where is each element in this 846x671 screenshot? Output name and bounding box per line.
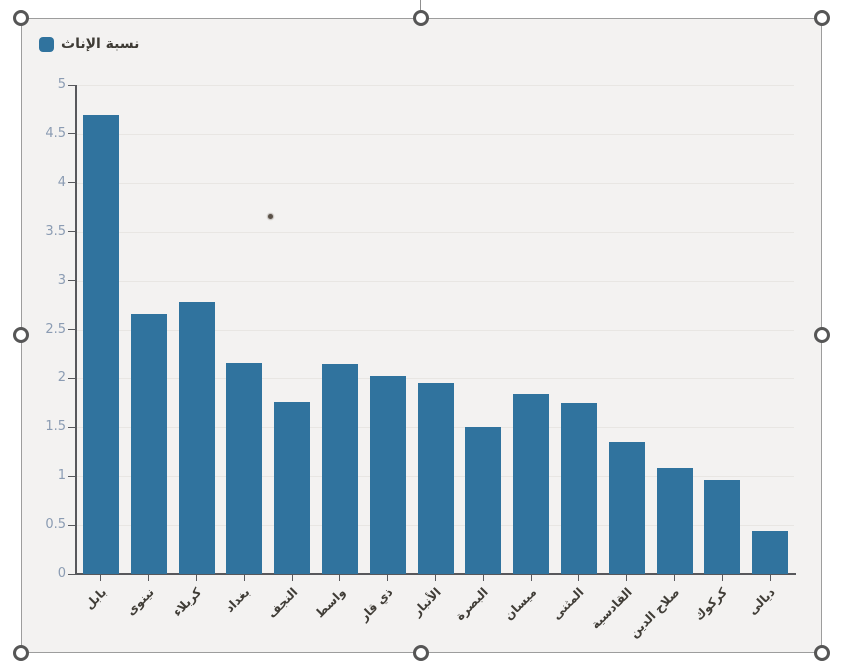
gridline [77, 182, 794, 184]
x-tick [100, 575, 102, 581]
x-category-label: واسط [312, 585, 348, 621]
bar[interactable] [417, 383, 454, 574]
x-category-label: البصرة [453, 585, 492, 624]
x-tick [578, 575, 580, 581]
x-category-label: ذي قار [356, 585, 396, 624]
x-tick [196, 575, 197, 581]
selection-handle-bottom-center[interactable] [413, 645, 429, 661]
bar[interactable] [130, 313, 167, 574]
bar[interactable] [82, 115, 119, 574]
bar[interactable] [752, 530, 789, 574]
plot-area [77, 85, 794, 574]
bar[interactable] [704, 480, 741, 574]
legend-label: نسبة الإناث [61, 36, 140, 52]
x-tick [339, 575, 341, 581]
x-category-label: بغداد [222, 585, 253, 616]
x-category-label: ديالى [745, 585, 779, 618]
x-tick [530, 575, 532, 581]
x-category-label: الأنبار [409, 585, 444, 619]
y-tick-label: 0 [57, 566, 66, 581]
y-tick [68, 182, 75, 184]
y-tick [68, 475, 75, 477]
bar[interactable] [226, 362, 263, 574]
bar[interactable] [656, 468, 693, 574]
y-tick-label: 0.5 [45, 517, 66, 533]
y-axis-line [75, 85, 77, 575]
x-tick [291, 575, 293, 581]
bar[interactable] [608, 441, 645, 574]
selection-handle-bottom-right[interactable] [814, 645, 830, 661]
gridline [77, 329, 794, 331]
x-tick [482, 575, 484, 581]
x-tick [148, 575, 150, 581]
bar[interactable] [513, 394, 550, 574]
y-tick [68, 573, 75, 575]
x-category-label: النجف [264, 585, 301, 621]
bar[interactable] [369, 376, 406, 574]
y-tick [68, 231, 75, 233]
y-tick [68, 84, 75, 86]
y-tick-label: 2 [57, 370, 66, 386]
y-tick [68, 426, 75, 428]
y-tick-label: 3 [57, 272, 66, 288]
x-category-label: صلاح الدين [626, 585, 683, 641]
selection-handle-top-right[interactable] [814, 10, 830, 26]
y-tick-label: 5 [57, 77, 66, 92]
x-axis-line [75, 573, 796, 575]
selection-handle-bottom-left[interactable] [13, 645, 29, 661]
selection-handle-top-center[interactable] [413, 10, 429, 26]
x-category-label: القادسية [587, 585, 635, 632]
x-category-label: نينوى [123, 585, 157, 619]
y-tick [68, 133, 75, 135]
bar[interactable] [465, 427, 502, 574]
y-tick-label: 4.5 [45, 125, 66, 141]
x-category-label: المثنى [549, 585, 587, 623]
legend-swatch-icon [39, 36, 54, 52]
y-tick [68, 524, 75, 526]
gridline [77, 378, 794, 380]
bar[interactable] [274, 401, 311, 574]
x-category-label: كربلاء [170, 585, 205, 620]
selection-handle-top-left[interactable] [13, 10, 29, 26]
x-tick [721, 575, 723, 581]
x-tick [387, 575, 389, 581]
x-tick [674, 575, 675, 581]
y-tick-label: 1.5 [45, 419, 66, 435]
y-tick [68, 329, 75, 330]
gridline [77, 231, 794, 233]
y-tick [68, 280, 75, 282]
selection-handle-middle-right[interactable] [814, 327, 830, 343]
gridline [77, 280, 794, 282]
x-category-label: ميسان [501, 585, 540, 623]
x-tick [435, 575, 436, 581]
y-tick-label: 4 [57, 174, 66, 190]
gridline [77, 133, 794, 135]
x-tick [243, 575, 245, 581]
y-tick-label: 1 [57, 468, 66, 484]
x-category-label: كركوك [692, 585, 731, 624]
bar[interactable] [321, 363, 358, 574]
bar[interactable] [178, 302, 215, 574]
legend[interactable]: نسبة الإناث [39, 36, 139, 52]
y-tick [68, 377, 75, 379]
bar[interactable] [560, 402, 597, 574]
x-tick [769, 575, 771, 581]
cursor-dot [268, 214, 273, 219]
gridline [77, 85, 794, 86]
selection-handle-middle-left[interactable] [13, 327, 29, 343]
y-tick-label: 2.5 [45, 321, 66, 337]
y-tick-label: 3.5 [45, 223, 66, 239]
x-tick [626, 575, 628, 581]
chart-object[interactable]: نسبة الإناث 0 0.5 1 1.5 2 2.5 3 3.5 4 4.5 5 بابل نين… [21, 18, 822, 653]
rotation-handle-stem [420, 0, 421, 12]
x-category-label: بابل [81, 585, 109, 613]
